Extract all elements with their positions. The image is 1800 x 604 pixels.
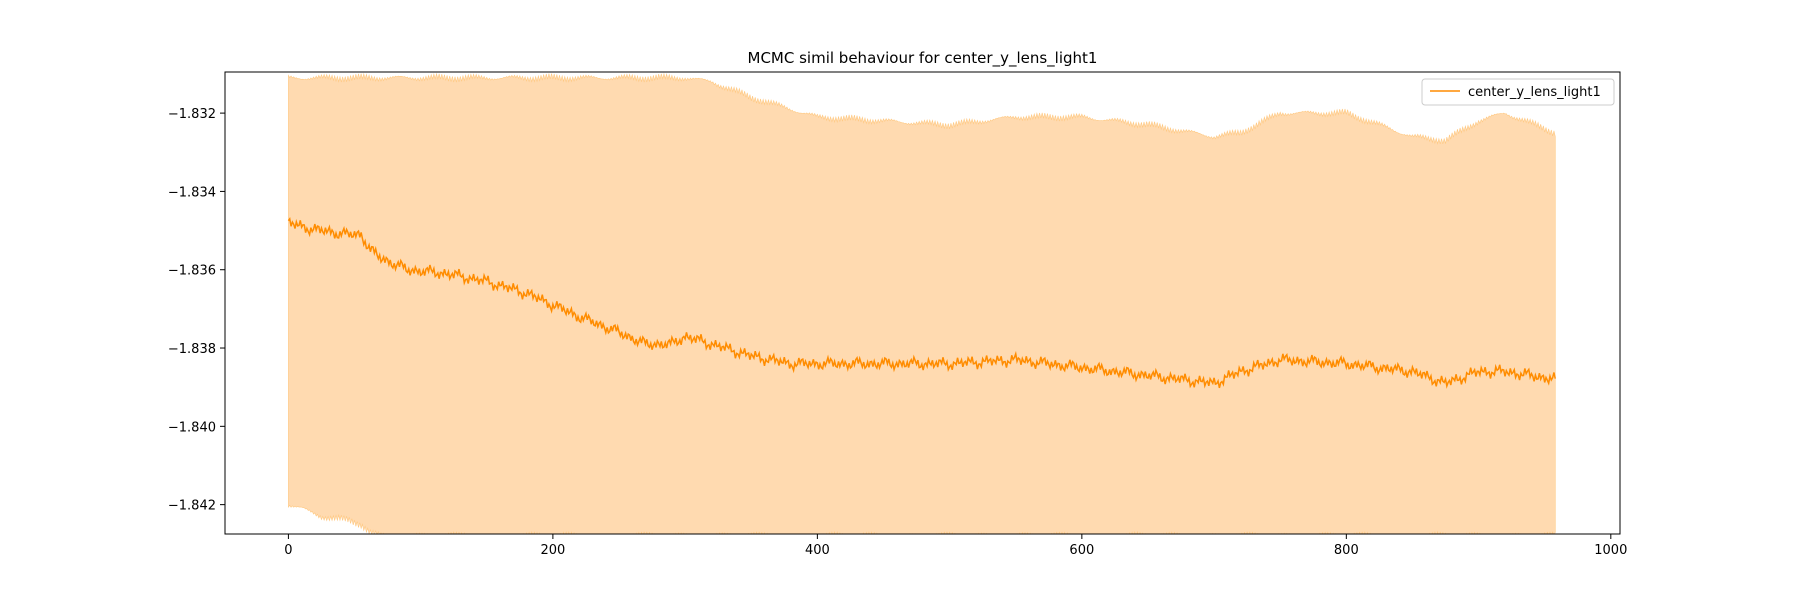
- y-tick-label: −1.832: [168, 107, 216, 122]
- axes-frame: [224, 71, 1621, 535]
- legend: center_y_lens_light1: [1421, 78, 1615, 106]
- x-tick-label: 800: [1334, 543, 1359, 558]
- legend-label: center_y_lens_light1: [1468, 85, 1601, 100]
- confidence-band: [288, 72, 1556, 534]
- x-tick-label: 0: [284, 543, 292, 558]
- x-tick-label: 600: [1069, 543, 1094, 558]
- y-tick-label: −1.842: [168, 499, 216, 514]
- x-tick-label: 200: [540, 543, 565, 558]
- x-axis: 0 200 400 600 800 1000: [284, 534, 1627, 558]
- plot-area: [287, 72, 1557, 534]
- y-tick-label: −1.836: [168, 264, 216, 279]
- y-axis: −1.842 −1.840 −1.838 −1.836 −1.834 −1.832: [168, 107, 225, 514]
- legend-box: [1421, 78, 1615, 106]
- chart-title: MCMC simil behaviour for center_y_lens_l…: [748, 49, 1098, 68]
- y-tick-label: −1.840: [168, 420, 216, 435]
- y-tick-label: −1.838: [168, 342, 216, 357]
- x-tick-label: 400: [805, 543, 830, 558]
- y-tick-label: −1.834: [168, 185, 216, 200]
- series-line-center_y_lens_light1: [287, 217, 1557, 389]
- x-tick-label: 1000: [1594, 543, 1627, 558]
